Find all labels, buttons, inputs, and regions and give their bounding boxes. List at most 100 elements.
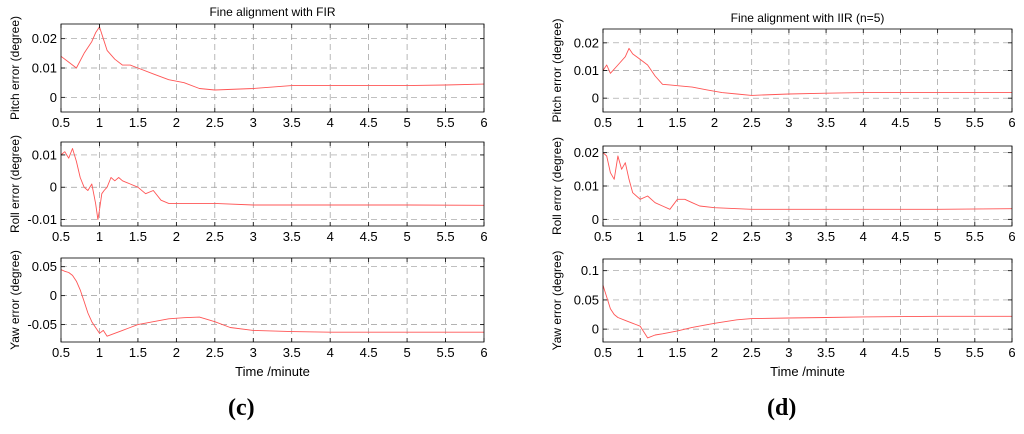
caption-d: (d)	[767, 395, 797, 421]
x-tick-label-d-2-3: 2	[711, 345, 718, 360]
x-tick-label-d-1-5: 3	[785, 229, 792, 244]
x-tick-label-d-0-1: 1	[637, 115, 644, 130]
series-line-c-1	[60, 148, 485, 220]
x-tick-label-d-0-4: 2.5	[743, 115, 761, 130]
x-tick-label-c-0-0: 0.5	[52, 115, 70, 130]
x-tick-label-d-2-7: 4	[860, 345, 867, 360]
x-tick-label-d-0-11: 6	[1008, 115, 1015, 130]
x-tick-label-d-2-11: 6	[1008, 345, 1015, 360]
y-tick-label-c-1-2: 0.01	[32, 147, 57, 162]
x-tick-label-c-1-5: 3	[250, 229, 257, 244]
x-tick-label-d-0-5: 3	[785, 115, 792, 130]
x-tick-label-d-1-3: 2	[711, 229, 718, 244]
x-tick-label-d-2-2: 1.5	[668, 345, 686, 360]
x-tick-label-c-2-7: 4	[327, 345, 334, 360]
x-tick-label-c-2-6: 3.5	[283, 345, 301, 360]
x-tick-label-c-1-3: 2	[173, 229, 180, 244]
x-tick-label-c-0-2: 1.5	[129, 115, 147, 130]
y-tick-label-d-1-2: 0.02	[574, 145, 599, 160]
y-tick-label-c-0-1: 0.01	[32, 61, 57, 76]
x-tick-label-d-2-0: 0.5	[594, 345, 612, 360]
y-tick-label-c-2-1: 0	[50, 288, 57, 303]
x-tick-label-d-1-11: 6	[1008, 229, 1015, 244]
x-tick-label-d-1-2: 1.5	[668, 229, 686, 244]
x-tick-label-d-0-2: 1.5	[668, 115, 686, 130]
x-tick-label-d-2-9: 5	[934, 345, 941, 360]
y-tick-label-d-1-0: 0	[592, 212, 599, 227]
y-tick-label-d-2-2: 0.1	[581, 263, 599, 278]
y-tick-label-d-0-2: 0.02	[574, 35, 599, 50]
y-tick-label-d-2-1: 0.05	[574, 292, 599, 307]
chart-title-c: Fine alignment with FIR	[209, 5, 335, 19]
x-tick-label-c-0-3: 2	[173, 115, 180, 130]
y-tick-label-c-1-1: 0	[50, 180, 57, 195]
y-tick-label-d-2-0: 0	[592, 322, 599, 337]
y-axis-label-d-2: Yaw error (degree)	[550, 251, 564, 351]
x-tick-label-c-2-4: 2.5	[206, 345, 224, 360]
x-tick-label-c-0-10: 5.5	[437, 115, 455, 130]
x-tick-label-c-2-5: 3	[250, 345, 257, 360]
x-tick-label-c-2-1: 1	[96, 345, 103, 360]
x-tick-label-c-1-9: 5	[403, 229, 410, 244]
x-tick-label-d-2-5: 3	[785, 345, 792, 360]
series-line-d-2	[602, 285, 1012, 339]
series-line-c-2	[60, 269, 484, 337]
axes-box-c-1	[60, 141, 485, 227]
x-tick-label-c-1-0: 0.5	[52, 229, 70, 244]
x-tick-label-d-1-4: 2.5	[743, 229, 761, 244]
x-tick-label-c-0-1: 1	[96, 115, 103, 130]
series-line-d-1	[602, 152, 1013, 210]
y-tick-label-d-1-1: 0.01	[574, 179, 599, 194]
x-tick-label-c-0-5: 3	[250, 115, 257, 130]
x-tick-label-d-2-8: 4.5	[891, 345, 909, 360]
y-tick-label-d-0-0: 0	[592, 91, 599, 106]
x-tick-label-c-0-4: 2.5	[206, 115, 224, 130]
x-tick-label-d-0-10: 5.5	[966, 115, 984, 130]
y-tick-label-c-2-0: -0.05	[27, 317, 57, 332]
x-tick-label-d-1-0: 0.5	[594, 229, 612, 244]
x-tick-label-d-1-8: 4.5	[891, 229, 909, 244]
x-tick-label-c-0-6: 3.5	[283, 115, 301, 130]
x-axis-label-d: Time /minute	[770, 364, 845, 379]
y-axis-label-d-0: Pitch error (degree)	[550, 18, 564, 122]
series-line-d-0	[602, 47, 1012, 96]
x-tick-label-c-2-11: 6	[480, 345, 487, 360]
y-tick-label-c-2-2: 0.05	[32, 259, 57, 274]
x-tick-label-d-0-3: 2	[711, 115, 718, 130]
x-tick-label-c-2-8: 4.5	[360, 345, 378, 360]
x-tick-label-d-0-8: 4.5	[891, 115, 909, 130]
x-tick-label-c-1-10: 5.5	[437, 229, 455, 244]
x-tick-label-d-2-4: 2.5	[743, 345, 761, 360]
x-tick-label-d-0-0: 0.5	[594, 115, 612, 130]
x-tick-label-c-1-8: 4.5	[360, 229, 378, 244]
x-tick-label-c-1-7: 4	[327, 229, 334, 244]
x-tick-label-c-1-6: 3.5	[283, 229, 301, 244]
y-axis-label-c-2: Yaw error (degree)	[8, 250, 22, 350]
x-tick-label-d-2-6: 3.5	[817, 345, 835, 360]
x-tick-label-c-1-1: 1	[96, 229, 103, 244]
y-tick-label-c-0-0: 0	[50, 90, 57, 105]
x-tick-label-c-2-0: 0.5	[52, 345, 70, 360]
y-axis-label-d-1: Roll error (degree)	[550, 137, 564, 235]
x-tick-label-c-1-4: 2.5	[206, 229, 224, 244]
series-line-c-0	[60, 26, 485, 91]
y-axis-label-c-1: Roll error (degree)	[8, 135, 22, 233]
x-tick-label-c-0-11: 6	[480, 115, 487, 130]
x-tick-label-c-2-10: 5.5	[437, 345, 455, 360]
x-tick-label-d-0-6: 3.5	[817, 115, 835, 130]
y-tick-label-c-1-0: -0.01	[27, 212, 57, 227]
x-tick-label-d-2-10: 5.5	[966, 345, 984, 360]
x-tick-label-d-0-9: 5	[934, 115, 941, 130]
x-tick-label-c-0-7: 4	[327, 115, 334, 130]
x-tick-label-d-1-1: 1	[637, 229, 644, 244]
y-tick-label-d-0-1: 0.01	[574, 63, 599, 78]
x-tick-label-c-1-2: 1.5	[129, 229, 147, 244]
y-tick-label-c-0-2: 0.02	[32, 31, 57, 46]
x-tick-label-c-1-11: 6	[480, 229, 487, 244]
x-tick-label-d-0-7: 4	[860, 115, 867, 130]
caption-c: (c)	[228, 395, 255, 421]
y-axis-label-c-0: Pitch error (degree)	[8, 16, 22, 120]
x-tick-label-d-1-7: 4	[860, 229, 867, 244]
x-tick-label-d-1-10: 5.5	[966, 229, 984, 244]
x-tick-label-d-1-9: 5	[934, 229, 941, 244]
